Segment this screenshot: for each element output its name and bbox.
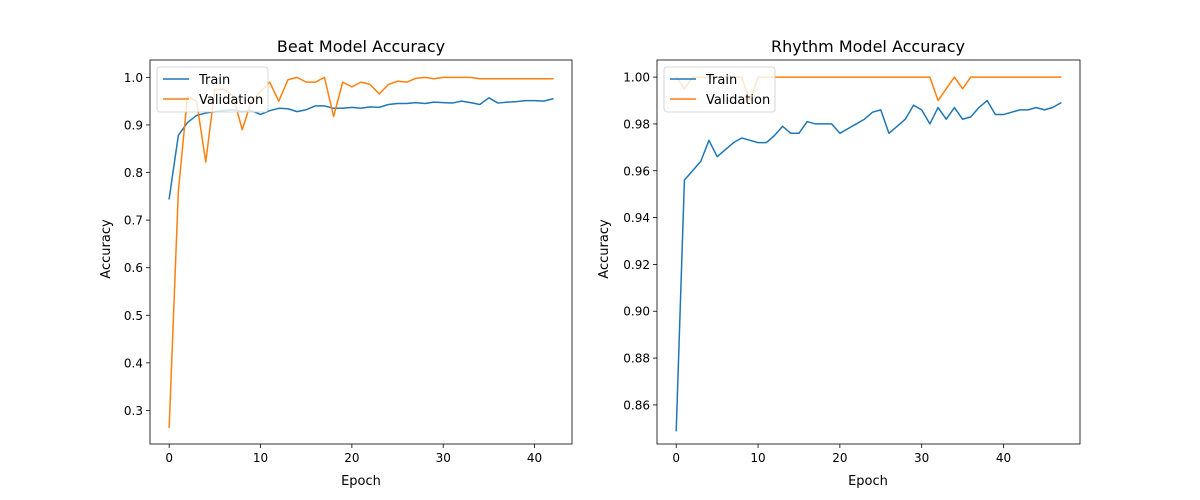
y-tick-label: 0.8: [124, 166, 143, 180]
x-tick-label: 30: [436, 451, 451, 465]
y-tick-label: 0.4: [124, 356, 143, 370]
y-tick-label: 0.9: [124, 118, 143, 132]
x-axis-label: Epoch: [848, 474, 888, 489]
x-tick-label: 0: [165, 451, 173, 465]
y-axis-label: Accuracy: [597, 219, 612, 279]
x-tick-label: 40: [996, 451, 1011, 465]
y-tick-label: 0.96: [623, 164, 650, 178]
series-line-train: [675, 99, 1062, 432]
y-tick-label: 0.90: [623, 305, 650, 319]
x-tick-label: 10: [750, 451, 765, 465]
beat-accuracy-chart: Beat Model Accuracy Epoch Accuracy 0 10 20…: [99, 37, 573, 489]
axes-frame: [149, 59, 573, 445]
legend: Train Validation: [663, 66, 776, 113]
y-tick-label: 0.3: [124, 404, 143, 418]
y-tick-label: 1.00: [623, 71, 650, 85]
legend-label: Validation: [706, 93, 770, 108]
y-tick-label: 0.7: [124, 214, 143, 228]
y-tick-label: 0.6: [124, 261, 143, 275]
y-tick-label: 0.98: [623, 117, 650, 131]
x-axis-label: Epoch: [341, 474, 381, 489]
x-tick-label: 10: [253, 451, 268, 465]
x-tick-label: 20: [344, 451, 359, 465]
y-axis-label: Accuracy: [99, 219, 114, 279]
y-tick-label: 0.88: [623, 352, 650, 366]
y-tick-label: 0.92: [623, 258, 650, 272]
chart-title: Beat Model Accuracy: [277, 37, 445, 56]
plot-area: 0 10 20 30 40 0.3 0.4 0.5 0.6 0.7 0.8 0.9 1.0 Train Va…: [124, 59, 573, 465]
y-tick-label: 1.0: [124, 71, 143, 85]
legend: Train Validation: [156, 66, 269, 113]
x-tick-label: 20: [832, 451, 847, 465]
x-tick-label: 40: [527, 451, 542, 465]
legend-label: Train: [705, 73, 737, 88]
x-tick-label: 0: [672, 451, 680, 465]
y-tick-label: 0.5: [124, 309, 143, 323]
x-tick-label: 30: [914, 451, 929, 465]
legend-label: Validation: [199, 93, 263, 108]
plot-area: 0 10 20 30 40 0.86 0.88 0.90 0.92 0.94 0.96 0.98 1.0…: [623, 59, 1081, 465]
chart-title: Rhythm Model Accuracy: [771, 37, 965, 56]
legend-label: Train: [198, 73, 230, 88]
y-tick-label: 0.86: [623, 398, 650, 412]
y-tick-label: 0.94: [623, 211, 650, 225]
axes-frame: [656, 59, 1081, 445]
rhythm-accuracy-chart: Rhythm Model Accuracy Epoch Accuracy 0 10…: [597, 37, 1081, 489]
